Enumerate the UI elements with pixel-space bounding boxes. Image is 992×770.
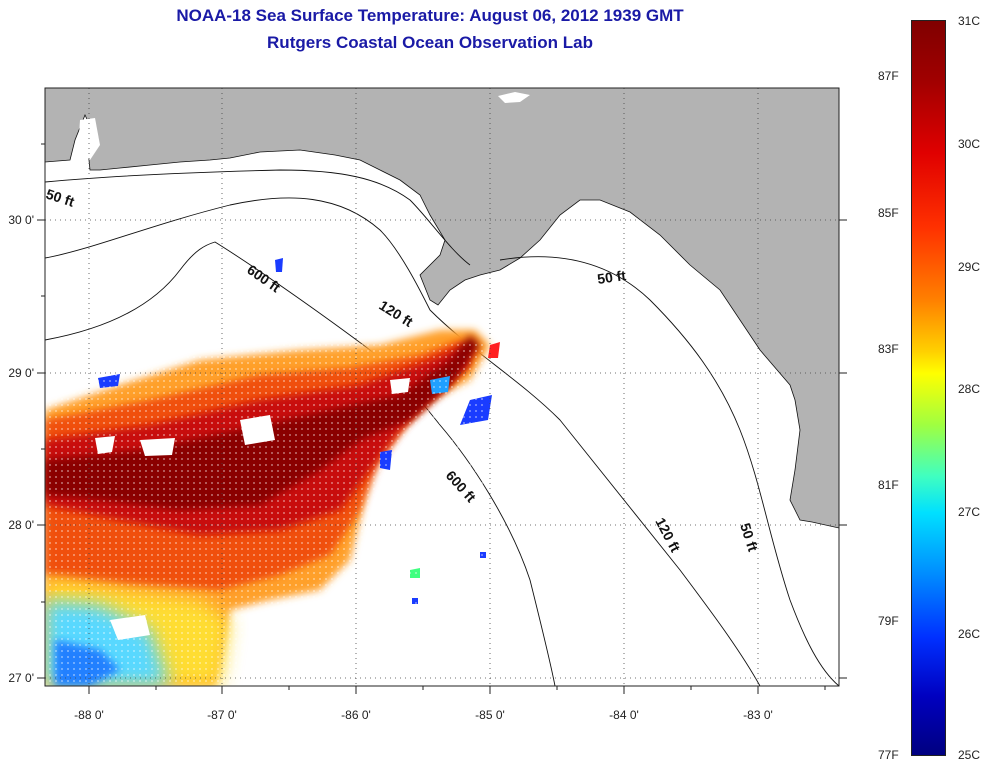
colorbar-celsius-label: 27C	[958, 505, 981, 519]
contour-label: 120 ft	[652, 515, 683, 555]
map-frame	[44, 87, 840, 687]
latitude-label: 28 0'	[8, 518, 34, 532]
sst-field	[45, 258, 500, 686]
colorbar-celsius-label: 25C	[958, 748, 981, 762]
contour-label: 50 ft	[44, 186, 77, 210]
colorbar-fahrenheit-label: 79F	[878, 614, 899, 628]
latitude-label: 29 0'	[8, 366, 34, 380]
latitude-label: 30 0'	[8, 213, 34, 227]
land-mass	[45, 88, 839, 529]
colorbar-fahrenheit-label: 83F	[878, 342, 899, 356]
map-title: NOAA-18 Sea Surface Temperature: August …	[176, 6, 684, 25]
colorbar-celsius-label: 29C	[958, 260, 981, 274]
longitude-label: -85 0'	[475, 708, 505, 722]
longitude-label: -84 0'	[609, 708, 639, 722]
inland-lake	[498, 92, 530, 103]
colorbar-fahrenheit-label: 81F	[878, 478, 899, 492]
longitude-label: -86 0'	[341, 708, 371, 722]
colorbar-celsius-label: 30C	[958, 137, 981, 151]
latitude-label: 27 0'	[8, 671, 34, 685]
contour-120ft	[45, 197, 761, 686]
contour-label: 120 ft	[376, 297, 416, 330]
longitude-label: -88 0'	[74, 708, 104, 722]
colorbar-celsius-label: 28C	[958, 382, 981, 396]
contour-label: 50 ft	[596, 267, 627, 287]
map-subtitle: Rutgers Coastal Ocean Observation Lab	[267, 33, 593, 52]
bay	[800, 525, 839, 560]
temperature-colorbar	[911, 20, 946, 756]
colorbar-fahrenheit-label: 77F	[878, 748, 899, 762]
colorbar-fahrenheit-label: 85F	[878, 206, 899, 220]
contour-label: 50 ft	[737, 521, 761, 554]
contour-50ft-west	[45, 169, 471, 266]
colorbar-celsius-label: 31C	[958, 14, 981, 28]
longitude-label: -87 0'	[207, 708, 237, 722]
contour-50ft-east	[499, 256, 839, 686]
longitude-label: -83 0'	[743, 708, 773, 722]
colorbar-celsius-label: 26C	[958, 627, 981, 641]
colorbar-fahrenheit-label: 87F	[878, 69, 899, 83]
